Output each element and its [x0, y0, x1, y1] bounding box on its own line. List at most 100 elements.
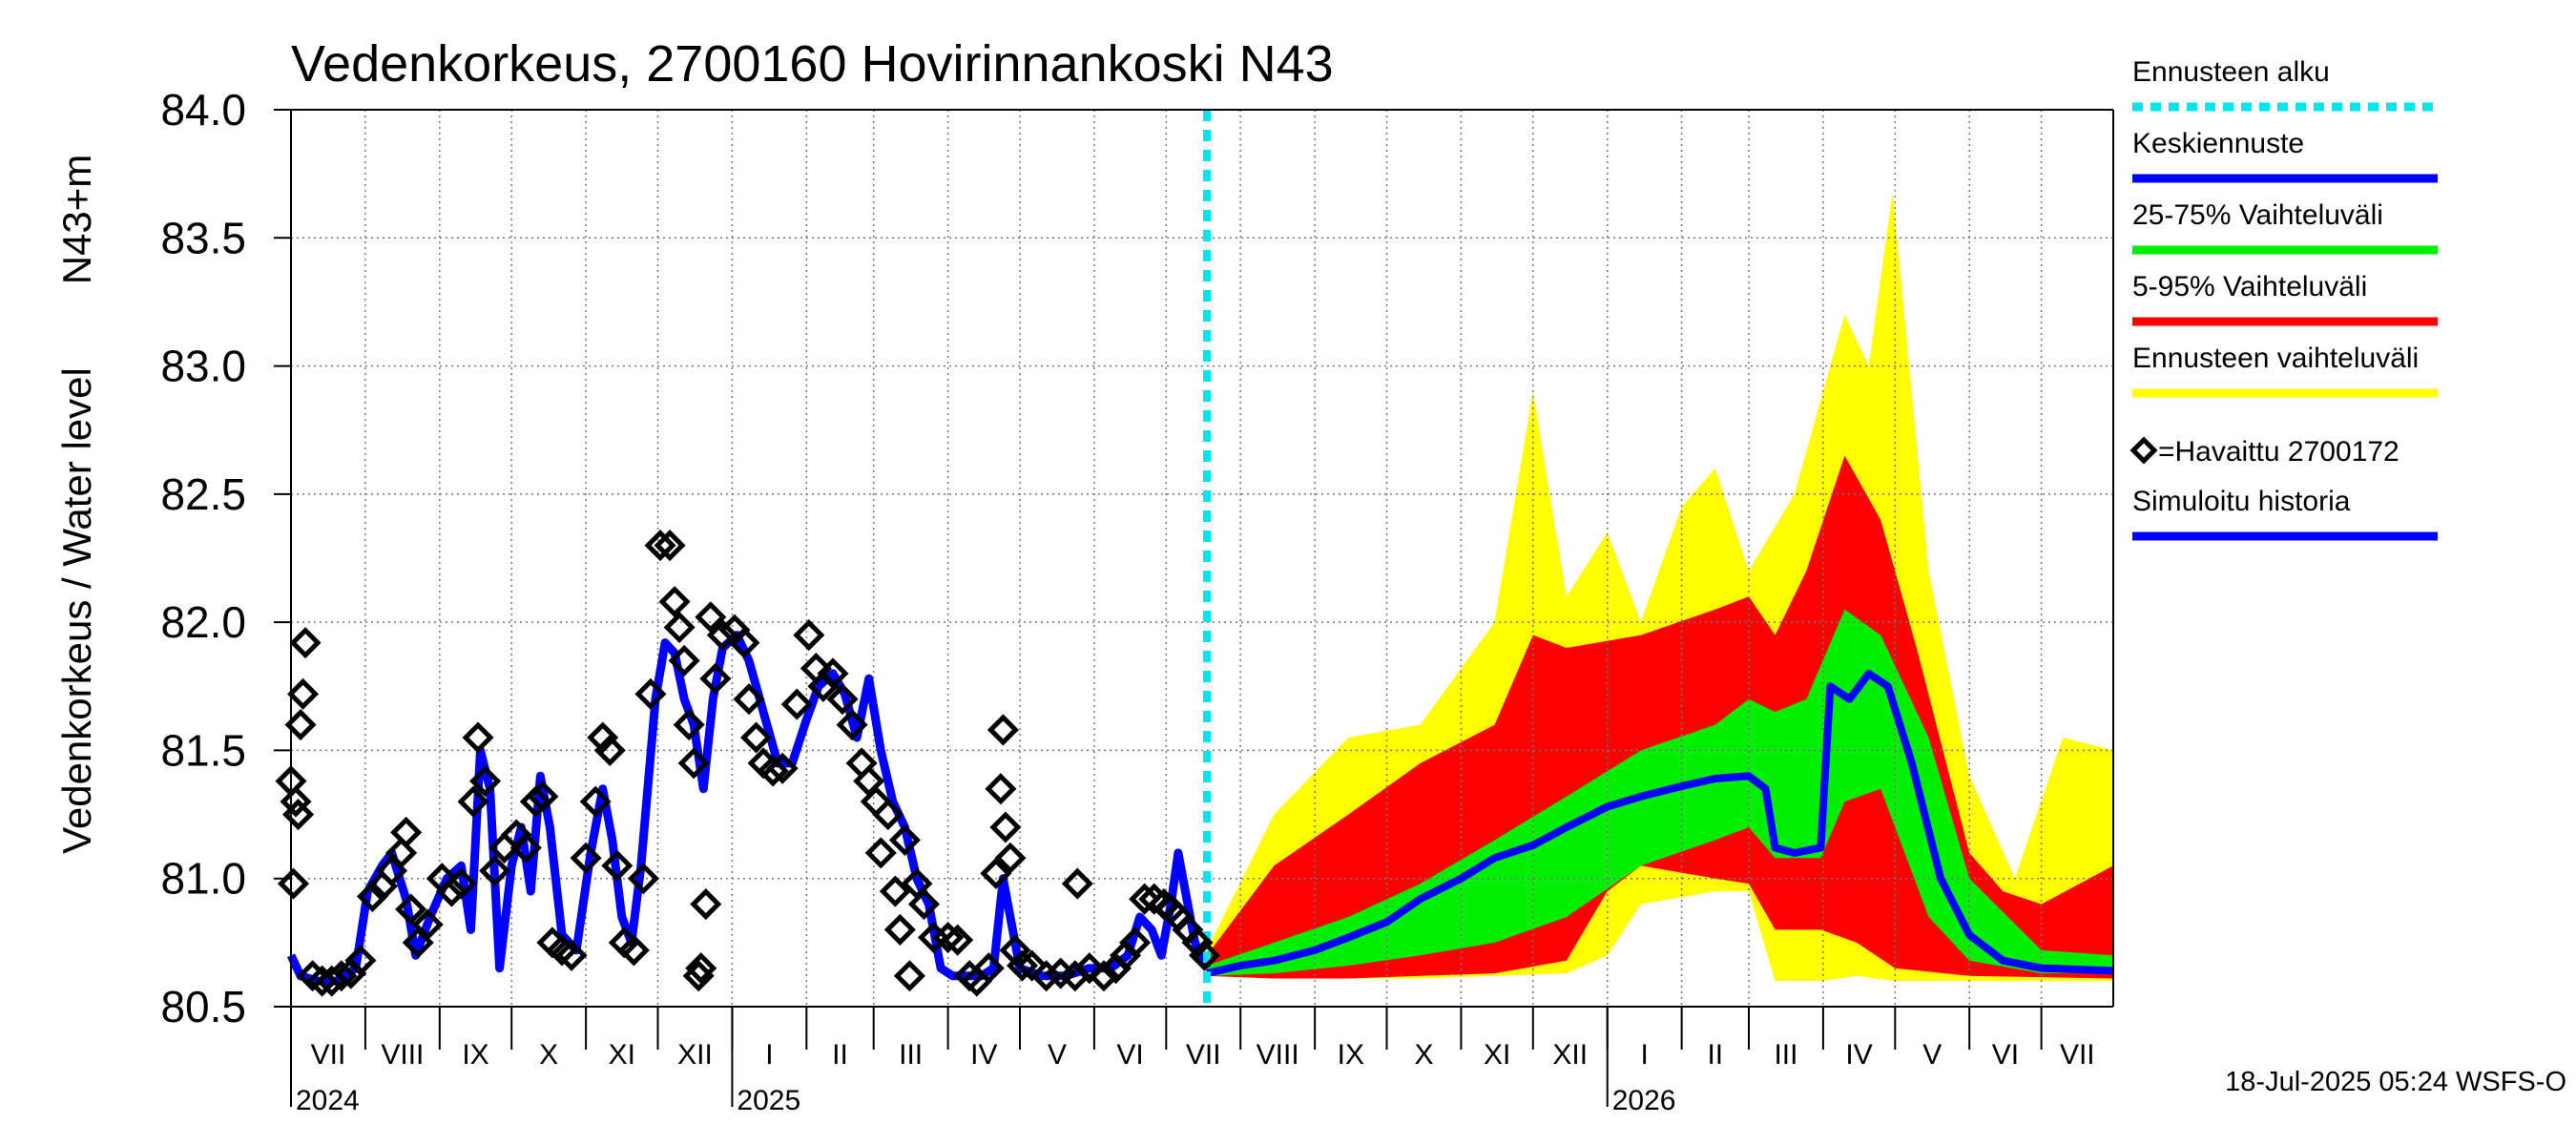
month-label-5: XII — [677, 1039, 713, 1071]
observed-point-56 — [699, 662, 732, 695]
month-label-2: IX — [462, 1039, 488, 1071]
observed-point-37 — [579, 785, 612, 818]
observed-point-106 — [1129, 883, 1161, 915]
month-label-3: X — [539, 1039, 558, 1071]
observed-point-18 — [395, 893, 427, 926]
observed-point-45 — [644, 530, 676, 562]
observed-point-36 — [570, 842, 602, 874]
observed-point-49 — [668, 644, 700, 677]
y-tick-label-6: 83.5 — [160, 213, 246, 262]
observed-point-2 — [280, 785, 312, 818]
observed-point-3 — [282, 799, 315, 831]
month-label-10: V — [1048, 1039, 1067, 1071]
observed-point-71 — [836, 709, 868, 741]
observed-point-82 — [907, 888, 941, 921]
month-label-20: III — [1774, 1039, 1797, 1071]
legend: Ennusteen alku Keskiennuste 25-75% Vaihtel… — [2129, 56, 2438, 541]
y-tick-label-7: 84.0 — [160, 85, 246, 135]
month-label-18: I — [1641, 1039, 1649, 1071]
observed-point-92 — [989, 811, 1022, 843]
observed-point-75 — [864, 837, 897, 869]
month-label-22: V — [1922, 1039, 1942, 1071]
observed-point-39 — [593, 734, 626, 766]
observed-point-77 — [879, 875, 911, 907]
observed-point-101 — [1073, 952, 1106, 985]
observed-point-42 — [617, 934, 650, 967]
observed-point-10 — [325, 960, 358, 992]
y-tick-label-5: 83.0 — [160, 342, 246, 391]
observed-point-91 — [987, 714, 1019, 746]
month-label-23: VI — [1992, 1039, 2019, 1071]
observed-point-55 — [695, 601, 727, 634]
observed-point-80 — [893, 960, 925, 992]
observed-point-44 — [634, 677, 667, 710]
y-axis-label: Vedenkorkeus / Water level — [54, 367, 99, 854]
month-label-4: XI — [609, 1039, 635, 1071]
observed-point-24 — [457, 785, 489, 818]
month-label-12: VII — [1186, 1039, 1221, 1071]
observed-point-32 — [527, 781, 559, 813]
forecast-bands — [1207, 191, 2113, 982]
observed-point-93 — [994, 842, 1027, 874]
y-axis-unit: N43+m — [54, 155, 99, 285]
observed-point-46 — [654, 530, 686, 562]
month-label-24: VII — [2060, 1039, 2095, 1071]
observed-point-6 — [289, 627, 322, 659]
observed-point-17 — [390, 816, 423, 848]
y-tick-label-2: 81.5 — [160, 725, 246, 775]
observed-point-105 — [1119, 926, 1152, 959]
observed-point-53 — [685, 952, 717, 985]
legend-label-4: Ennusteen vaihteluväli — [2132, 343, 2419, 374]
observed-point-47 — [658, 586, 691, 618]
chart-title: Vedenkorkeus, 2700160 Hovirinnankoski N4… — [291, 35, 1334, 93]
observed-point-112 — [1181, 926, 1214, 959]
observed-point-48 — [663, 611, 696, 644]
month-label-14: IX — [1338, 1039, 1364, 1071]
observed-point-50 — [673, 709, 705, 741]
observed-point-31 — [519, 785, 551, 818]
month-label-13: VIII — [1257, 1039, 1299, 1071]
observed-point-12 — [344, 945, 377, 977]
observed-point-54 — [690, 888, 722, 921]
observed-point-97 — [1030, 960, 1063, 992]
month-label-8: III — [899, 1039, 923, 1071]
observed-point-78 — [883, 913, 916, 946]
observed-point-38 — [587, 721, 619, 754]
month-label-19: II — [1707, 1039, 1723, 1071]
observed-point-22 — [435, 875, 467, 907]
observed-point-70 — [826, 683, 859, 716]
observed-point-96 — [1016, 949, 1049, 982]
observed-point-20 — [411, 908, 444, 941]
observed-point-25 — [462, 721, 494, 754]
month-label-11: VI — [1116, 1039, 1143, 1071]
observed-point-88 — [972, 952, 1005, 985]
month-label-6: I — [765, 1039, 773, 1071]
legend-label-1: Keskiennuste — [2132, 128, 2304, 159]
month-label-1: VIII — [381, 1039, 424, 1071]
observed-point-90 — [985, 773, 1017, 805]
month-label-17: XII — [1552, 1039, 1588, 1071]
observed-point-40 — [601, 849, 634, 882]
year-label-2: 2026 — [1612, 1085, 1676, 1116]
observed-markers — [275, 530, 1221, 997]
observed-point-64 — [766, 752, 799, 784]
observed-point-63 — [757, 755, 789, 787]
y-tick-label-4: 82.5 — [160, 469, 246, 519]
observed-point-16 — [385, 837, 418, 869]
y-tick-label-1: 81.0 — [160, 854, 246, 904]
line-median-forecast — [1206, 669, 2114, 977]
observed-point-30 — [509, 831, 542, 864]
band-5-95 — [1207, 455, 2113, 979]
observed-point-84 — [932, 921, 965, 954]
observed-point-4 — [284, 709, 317, 741]
observed-point-85 — [942, 924, 974, 956]
observed-point-27 — [479, 855, 511, 887]
observed-point-1 — [277, 867, 310, 900]
month-label-7: II — [832, 1039, 848, 1071]
month-label-16: XI — [1484, 1039, 1510, 1071]
observed-point-89 — [980, 857, 1012, 889]
observed-point-5 — [287, 677, 320, 710]
observed-point-79 — [888, 823, 921, 856]
